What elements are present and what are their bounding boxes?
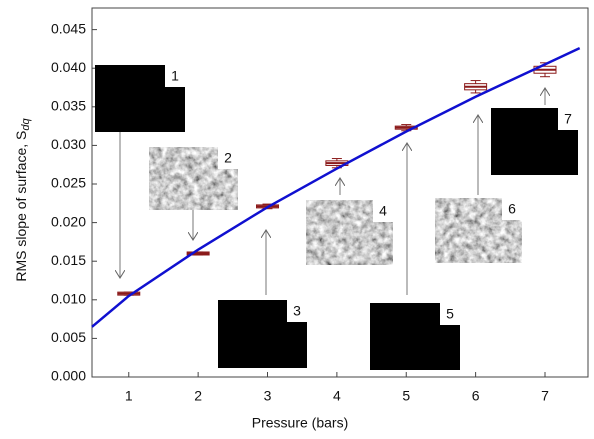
x-axis-label: Pressure (bars) xyxy=(252,415,348,431)
inset-label: 5 xyxy=(446,306,454,322)
inset-label: 3 xyxy=(293,303,301,319)
y-tick-label: 0.045 xyxy=(51,20,86,36)
y-tick-label: 0.020 xyxy=(51,213,86,229)
inset-label-box xyxy=(558,108,578,130)
y-label-main: RMS slope of surface, S xyxy=(13,131,29,282)
x-tick-label: 1 xyxy=(125,388,133,404)
x-tick-label: 7 xyxy=(541,388,549,404)
inset-label-box xyxy=(502,198,522,220)
fit-curve xyxy=(91,47,581,328)
inset-label-box xyxy=(373,200,393,222)
y-label-sub: dq xyxy=(20,118,32,131)
inset-label-box xyxy=(440,303,460,325)
y-axis-label: RMS slope of surface, Sdq xyxy=(13,118,32,282)
inset-label: 2 xyxy=(224,150,232,166)
inset-label-box xyxy=(218,147,238,169)
x-tick-label: 3 xyxy=(264,388,272,404)
y-tick-label: 0.000 xyxy=(51,368,86,384)
y-tick-label: 0.010 xyxy=(51,291,86,307)
y-tick-label: 0.030 xyxy=(51,136,86,152)
x-tick-label: 2 xyxy=(194,388,202,404)
y-tick-label: 0.005 xyxy=(51,329,86,345)
y-tick-label: 0.015 xyxy=(51,252,86,268)
inset-label: 1 xyxy=(171,68,179,84)
inset-label: 7 xyxy=(564,111,572,127)
x-tick-label: 6 xyxy=(472,388,480,404)
inset-label-box xyxy=(165,65,185,87)
x-tick-label: 5 xyxy=(402,388,410,404)
plot-frame xyxy=(91,7,589,378)
x-tick-label: 4 xyxy=(333,388,341,404)
inset-label-box xyxy=(287,300,307,322)
inset-label: 4 xyxy=(379,203,387,219)
y-tick-label: 0.040 xyxy=(51,59,86,75)
y-tick-label: 0.035 xyxy=(51,98,86,114)
inset-label: 6 xyxy=(508,201,516,217)
y-tick-label: 0.025 xyxy=(51,175,86,191)
